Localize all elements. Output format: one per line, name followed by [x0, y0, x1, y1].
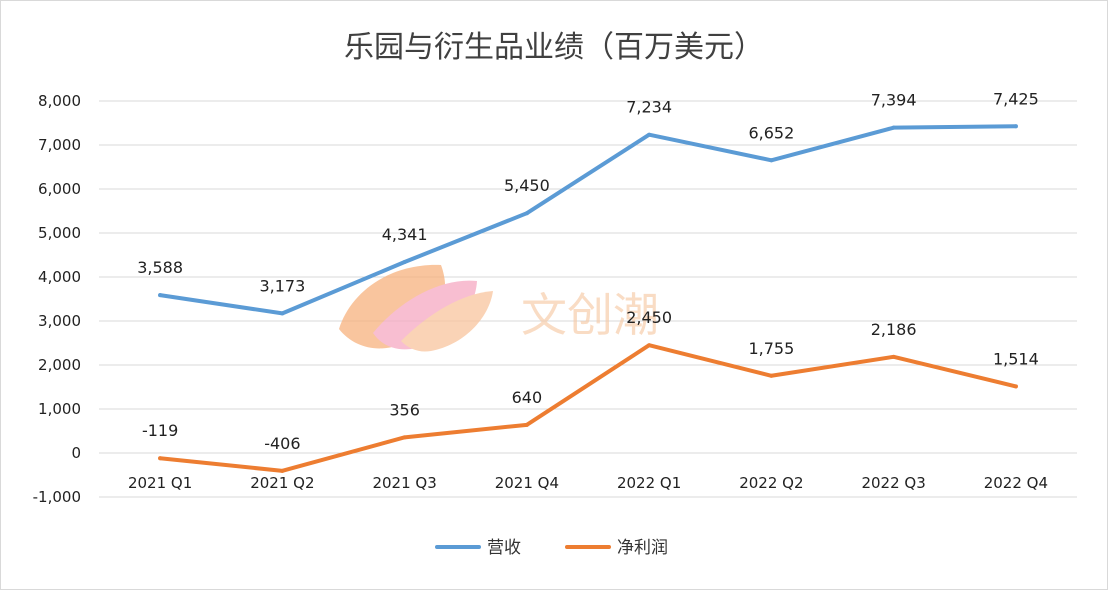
x-tick-label: 2022 Q1: [617, 474, 681, 492]
data-label: 3,588: [137, 258, 183, 277]
y-tick-label: 2,000: [38, 356, 81, 374]
leaf-logo-petal: [373, 280, 477, 350]
data-labels: 3,588 3,173 4,341 5,450 7,234 6,652 7,394 7,425…: [137, 89, 1039, 453]
data-label: 3,173: [259, 276, 305, 295]
y-tick-label: 6,000: [38, 180, 81, 198]
data-point: [647, 343, 652, 348]
data-label: 4,341: [382, 225, 428, 244]
data-point: [524, 211, 529, 216]
y-tick-label: 1,000: [38, 400, 81, 418]
x-tick-label: 2021 Q3: [372, 474, 436, 492]
data-point: [402, 435, 407, 440]
watermark-text: 文创潮: [521, 288, 659, 342]
data-label: 6,652: [748, 123, 794, 142]
data-label: 1,514: [993, 349, 1039, 368]
data-point: [891, 354, 896, 359]
y-tick-label: 8,000: [38, 92, 81, 110]
data-label: -406: [264, 434, 300, 453]
data-point: [158, 456, 163, 461]
data-label: -119: [142, 421, 178, 440]
data-label: 7,394: [871, 91, 917, 110]
x-tick-label: 2022 Q2: [739, 474, 803, 492]
data-point: [280, 468, 285, 473]
y-tick-label: 5,000: [38, 224, 81, 242]
x-axis-ticks: 2021 Q1 2021 Q2 2021 Q3 2021 Q4 2022 Q1 2022 …: [128, 474, 1048, 492]
y-tick-label: 3,000: [38, 312, 81, 330]
series-line-1: [158, 124, 1018, 316]
data-label: 640: [512, 388, 543, 407]
x-tick-label: 2021 Q1: [128, 474, 192, 492]
data-label: 5,450: [504, 176, 550, 195]
data-label: 7,234: [626, 98, 672, 117]
y-axis-ticks: 8,000 7,000 6,000 5,000 4,000 3,000 2,000 1,000…: [33, 92, 81, 506]
x-tick-label: 2021 Q4: [495, 474, 559, 492]
data-point: [524, 422, 529, 427]
data-label: 1,755: [748, 339, 794, 358]
data-point: [647, 132, 652, 137]
leaf-logo-petal-2: [401, 291, 493, 352]
data-label: 2,450: [626, 308, 672, 327]
data-point: [891, 125, 896, 130]
watermark-logo: 文创潮: [339, 264, 659, 352]
x-tick-label: 2022 Q3: [861, 474, 925, 492]
data-point: [769, 158, 774, 163]
chart-title: 乐园与衍生品业绩（百万美元）: [344, 30, 764, 65]
x-tick-label: 2022 Q4: [984, 474, 1048, 492]
legend-label: 净利润: [617, 538, 668, 558]
data-label: 2,186: [871, 320, 917, 339]
data-label: 7,425: [993, 89, 1039, 108]
series-lines: [158, 124, 1018, 473]
y-tick-label: -1,000: [33, 488, 81, 506]
data-point: [402, 259, 407, 264]
gridlines: [99, 100, 1077, 498]
x-tick-label: 2021 Q2: [250, 474, 314, 492]
series-line-2: [158, 343, 1018, 473]
legend: 营收 净利润: [435, 538, 668, 558]
data-label: 356: [389, 400, 420, 419]
data-point: [158, 293, 163, 298]
data-point: [280, 311, 285, 316]
y-tick-label: 4,000: [38, 268, 81, 286]
y-tick-label: 7,000: [38, 136, 81, 154]
data-point: [1013, 384, 1018, 389]
legend-label: 营收: [487, 538, 521, 558]
data-point: [769, 373, 774, 378]
y-tick-label: 0: [71, 444, 81, 462]
data-point: [1013, 124, 1018, 129]
